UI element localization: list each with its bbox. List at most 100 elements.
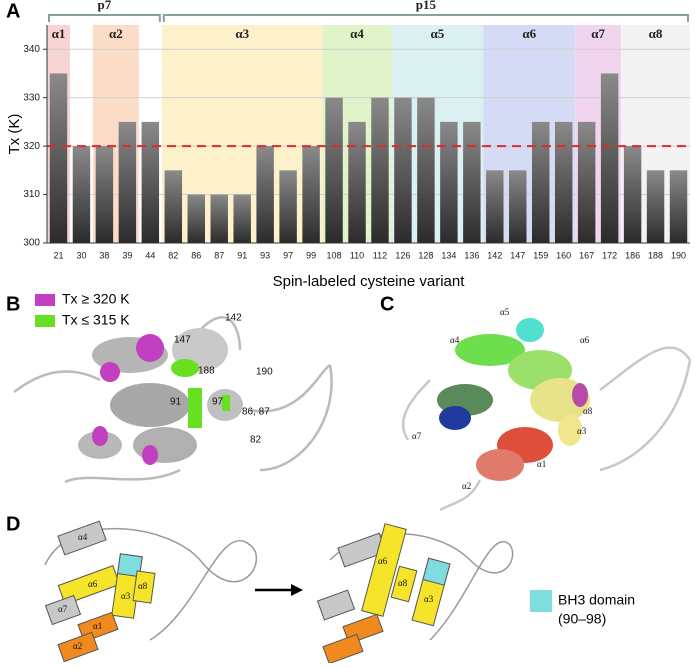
bar [210,194,228,243]
helix-label: α4 [78,532,88,542]
helix-label: α6 [88,579,98,589]
x-tick-label: 38 [99,250,109,260]
residue-label: 190 [256,367,273,378]
bar [164,170,183,243]
y-tick-label: 300 [23,238,40,249]
bar [623,146,642,243]
y-tick-label: 320 [23,141,40,152]
x-tick-label: 97 [283,250,293,260]
x-tick-label: 134 [441,250,456,260]
helix-label: α7 [58,604,68,614]
helix-boxes [316,523,451,665]
bar [463,121,481,243]
bar [49,73,68,243]
bar [118,121,137,243]
loop [44,527,258,641]
y-tick-label: 340 [23,44,40,55]
panel-label: B [6,293,20,315]
bar [72,146,91,243]
residue-label: 188 [198,366,215,377]
helix-label: α1 [93,621,102,631]
residue-label: 142 [225,313,242,324]
protein-loops [401,346,692,512]
helix-label: α3 [577,426,587,436]
x-tick-label: 112 [373,250,387,260]
bar [233,194,251,243]
y-tick-label: 310 [23,189,40,200]
helix-label: α3 [424,594,434,604]
group-label: p15 [416,0,437,12]
x-tick-label: 136 [464,250,479,260]
x-tick-label: 99 [306,250,316,260]
x-axis-label: Spin-labeled cysteine variant [273,273,466,290]
legend-label: Tx ≤ 315 K [62,312,130,328]
x-tick-label: 159 [533,250,548,260]
bar [509,170,527,243]
x-tick-label: 160 [556,250,571,260]
group-bracket [162,14,689,22]
region-label: α5 [431,26,445,41]
bar [554,121,573,243]
helix-label: α1 [537,459,546,469]
x-tick-label: 93 [260,250,270,260]
panel-label: D [6,513,20,535]
helix-label: α6 [580,335,590,345]
x-tick-label: 167 [579,250,594,260]
helix-boxes [44,520,156,663]
residue-label: 86, 87 [242,407,270,418]
x-tick-label: 82 [168,250,178,260]
helix-label: α4 [450,335,460,345]
group-label: p7 [98,0,112,12]
residue-label: 147 [174,335,191,346]
bar [440,121,458,243]
panel-c: C α5 α4 α6 α8 α3 α7 α1 α2 [380,293,692,512]
x-tick-label: 39 [122,250,132,260]
bar [302,146,320,243]
region-label: α6 [522,26,536,41]
bar [371,97,389,244]
helix-label: α8 [138,581,148,591]
bar [325,97,343,244]
helix-label: α7 [412,431,422,441]
bar [256,146,274,243]
x-tick-label: 110 [350,250,364,260]
protein-helices [437,318,590,481]
x-tick-label: 87 [214,250,224,260]
y-tick-label: 330 [23,92,40,103]
region-label: α8 [649,26,663,41]
x-tick-label: 126 [395,250,410,260]
region-label: α4 [350,26,364,41]
protein-helices [78,328,243,465]
helix-label: α6 [378,556,388,566]
x-tick-label: 190 [671,250,686,260]
x-tick-label: 186 [625,250,640,260]
bar [141,121,160,243]
legend-label: Tx ≥ 320 K [62,291,130,307]
legend-label: BH3 domain [558,592,635,608]
y-axis-label: Tx (K) [6,114,23,155]
bar [394,97,412,244]
x-tick-label: 44 [145,250,155,260]
residue-label: 97 [212,397,224,408]
region-label: α2 [109,26,123,41]
helix-label: α3 [121,591,131,601]
bar [669,170,688,243]
x-tick-label: 142 [487,250,502,260]
bar [577,121,596,243]
bar [486,170,504,243]
x-tick-label: 21 [53,250,63,260]
bar [417,97,435,244]
panel-label: C [380,293,394,315]
bar-chart: α1 α2 α3 α4 α5 α6 α7 α8 300 310 320 330 340 p7 p15 21 30… [6,0,690,290]
x-tick-label: 172 [602,250,617,260]
x-tick-label: 128 [418,250,433,260]
x-tick-label: 86 [191,250,201,260]
region-label: α7 [591,26,605,41]
legend-swatch [530,590,552,612]
x-tick-label: 188 [648,250,663,260]
x-tick-label: 30 [76,250,86,260]
helix-label: α8 [398,578,408,588]
helix-label: α2 [462,481,471,491]
residue-label: 91 [170,397,182,408]
